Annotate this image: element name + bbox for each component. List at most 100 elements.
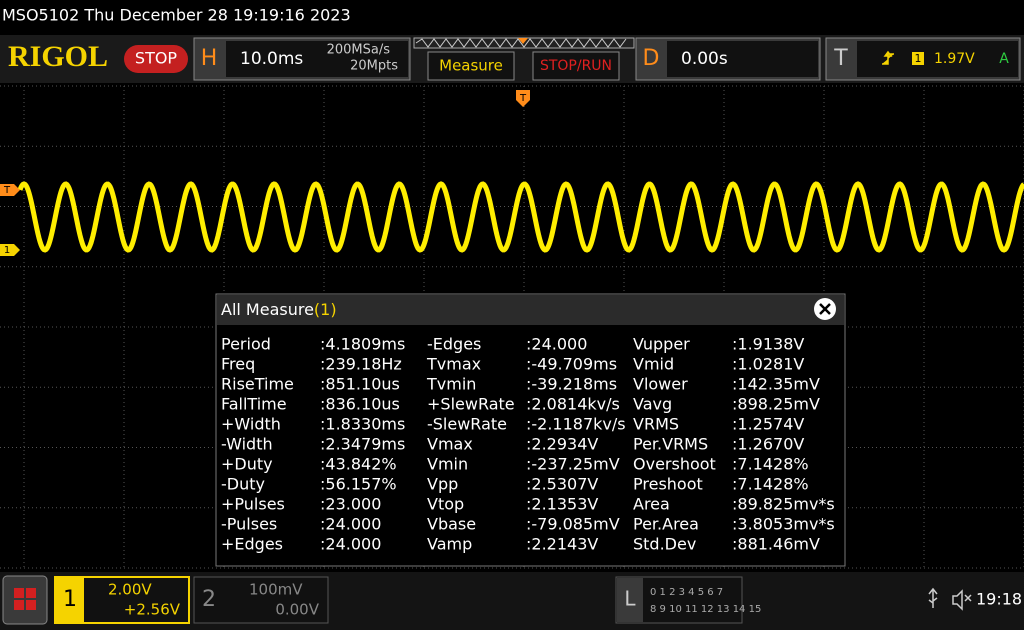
measure-value: :2.3479ms: [320, 435, 405, 454]
measure-name: Vupper: [633, 335, 690, 354]
overview-wave: [415, 38, 627, 48]
memory-depth: 20Mpts: [350, 59, 398, 74]
measure-name: Preshoot: [633, 475, 703, 494]
measure-value: :142.35mV: [732, 375, 820, 394]
run-status: STOP: [135, 49, 178, 68]
trigger-label: T: [833, 46, 848, 71]
measure-name: Tvmin: [426, 375, 476, 394]
measure-value: :56.157%: [320, 475, 397, 494]
measure-name: Vavg: [633, 395, 672, 414]
measure-value: :1.2574V: [732, 415, 804, 434]
measure-name: +Width: [221, 415, 281, 434]
edge-icon: [882, 50, 894, 65]
waveform: [17, 181, 1024, 253]
measure-value: :1.9138V: [732, 335, 804, 354]
trigger-position-label: T: [519, 93, 527, 104]
close-icon: [819, 303, 831, 315]
clock: 19:18: [976, 590, 1022, 609]
measure-name: Overshoot: [633, 455, 716, 474]
stop-run-button[interactable]: [532, 51, 620, 81]
measure-name: Vmin: [427, 455, 468, 474]
measure-name: Tvmax: [426, 355, 481, 374]
measure-value: :24.000: [526, 335, 587, 354]
trigger-source: 1: [915, 52, 922, 65]
measure-name: Area: [633, 495, 670, 514]
measure-button[interactable]: [427, 51, 515, 81]
measure-value: :836.10us: [320, 395, 400, 414]
menu-button[interactable]: [2, 575, 48, 625]
measure-rows: Period:4.1809ms -Edges:24.000 Vupper:1.913…: [221, 335, 835, 554]
horizontal-inner: [226, 41, 408, 77]
measure-value: :24.000: [320, 515, 381, 534]
measure-name: -SlewRate: [427, 415, 507, 434]
measure-value: :-237.25mV: [526, 455, 620, 474]
measure-value: :1.2670V: [732, 435, 804, 454]
measure-value: :-2.1187kv/s: [526, 415, 626, 434]
channel2-scale: 100mV: [249, 581, 303, 599]
logic-row1: 0 1 2 3 4 5 6 7: [650, 587, 723, 598]
channel1-number: 1: [63, 587, 77, 612]
logic-label: L: [624, 587, 636, 611]
measure-value: :23.000: [320, 495, 381, 514]
menu-icon: [14, 588, 36, 610]
logo: RIGOL: [8, 40, 108, 73]
measure-value: :3.8053mv*s: [732, 515, 835, 534]
measure-name: FallTime: [221, 395, 287, 414]
speaker-icon[interactable]: [952, 589, 972, 611]
measure-name: +Duty: [221, 455, 273, 474]
measure-panel: [215, 293, 846, 567]
logic-badge: [617, 578, 643, 622]
overview-marker: [518, 38, 528, 44]
delay-inner: [667, 41, 818, 77]
measure-value: :239.18Hz: [320, 355, 402, 374]
measure-value: :2.2934V: [526, 435, 598, 454]
measure-name: -Duty: [221, 475, 265, 494]
measure-title: All Measure(1): [221, 300, 337, 319]
status-pill[interactable]: [124, 45, 188, 73]
measure-value: :1.8330ms: [320, 415, 405, 434]
measure-name: Period: [221, 335, 271, 354]
trigger-inner: [857, 41, 1018, 77]
measure-channel: (1): [314, 300, 337, 319]
measure-value: :2.0814kv/s: [526, 395, 620, 414]
measure-name: Std.Dev: [633, 535, 696, 554]
measure-value: :43.842%: [320, 455, 397, 474]
stop-run-label: STOP/RUN: [540, 58, 612, 74]
channel1-badge: [56, 578, 84, 622]
channel2-box[interactable]: [193, 576, 329, 624]
measure-value: :898.25mV: [732, 395, 820, 414]
logic-row2: 8 9 10 11 12 13 14 15: [650, 604, 761, 615]
channel2-offset: 0.00V: [275, 601, 319, 619]
measure-value: :2.5307V: [526, 475, 598, 494]
measure-name: Freq: [221, 355, 255, 374]
channel1-scale: 2.00V: [108, 581, 152, 599]
usb-icon: [928, 587, 938, 608]
measure-name: +SlewRate: [427, 395, 515, 414]
measure-value: :89.825mv*s: [732, 495, 835, 514]
delay-value: 0.00s: [681, 49, 728, 69]
measure-value: :851.10us: [320, 375, 400, 394]
measure-label: Measure: [439, 57, 503, 75]
measure-value: :7.1428%: [732, 475, 809, 494]
measure-name: +Edges: [221, 535, 283, 554]
measure-name: Vbase: [427, 515, 476, 534]
trigger-source-badge: [912, 52, 924, 65]
measure-value: :2.1353V: [526, 495, 598, 514]
measure-value: :-49.709ms: [526, 355, 617, 374]
measure-name: VRMS: [633, 415, 679, 434]
measure-name: Vlower: [633, 375, 688, 394]
channel1-marker: [0, 244, 20, 256]
measure-name: -Width: [221, 435, 273, 454]
channel1-label: 1: [4, 245, 10, 256]
trigger-level: 1.97V: [934, 51, 975, 67]
measure-title-text: All Measure: [221, 300, 314, 319]
measure-value: :24.000: [320, 535, 381, 554]
channel2-number: 2: [202, 587, 216, 612]
measure-value: :-39.218ms: [526, 375, 617, 394]
sample-rate: 200MSa/s: [327, 43, 391, 58]
delay-label: D: [643, 46, 660, 71]
title-bar: MSO5102 Thu December 28 19:19:16 2023: [2, 6, 351, 25]
measure-value: :7.1428%: [732, 455, 809, 474]
